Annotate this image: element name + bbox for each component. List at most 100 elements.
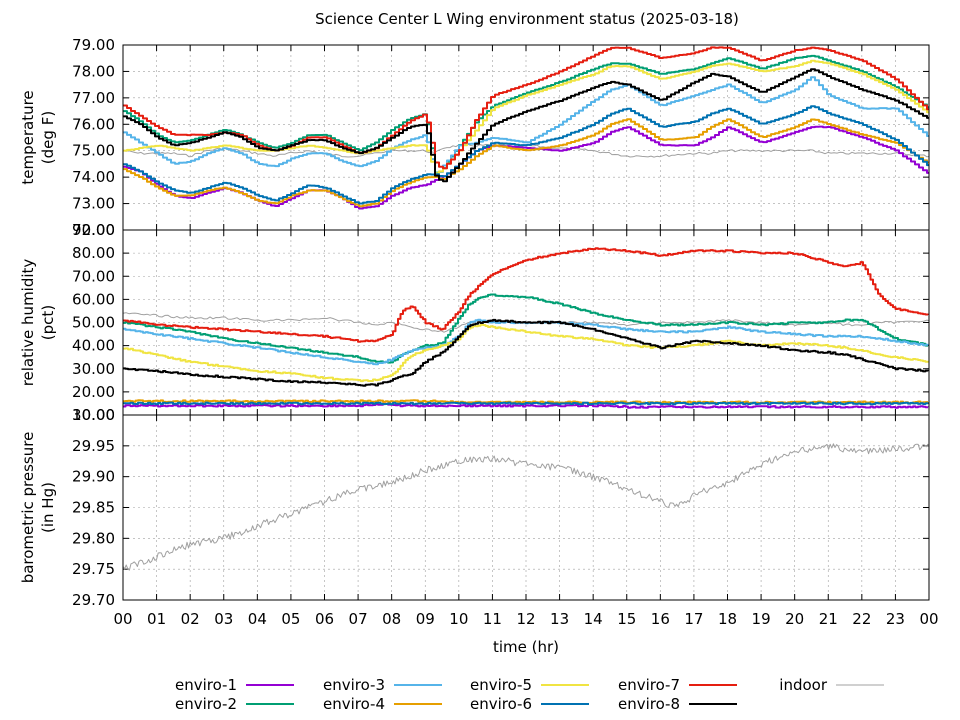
y-tick-label: 60.00 (72, 290, 115, 308)
y-tick-label: 75.00 (72, 142, 115, 160)
legend-item-enviro-5: enviro-5 (470, 676, 589, 694)
series-enviro-3 (123, 76, 929, 177)
y-tick-label: 20.00 (72, 383, 115, 401)
x-tick-label: 17 (684, 610, 703, 628)
legend-item-enviro-8: enviro-8 (618, 695, 737, 713)
x-tick-label: 01 (147, 610, 166, 628)
y-axis-label: (pct) (39, 305, 57, 340)
legend-item-enviro-6: enviro-6 (470, 695, 589, 713)
x-tick-label: 08 (382, 610, 401, 628)
y-tick-label: 76.00 (72, 115, 115, 133)
y-tick-label: 77.00 (72, 89, 115, 107)
y-tick-label: 30.00 (72, 360, 115, 378)
series-enviro-1 (123, 402, 929, 409)
y-axis-label: barometric pressure (19, 432, 37, 584)
y-tick-label: 30.00 (72, 406, 115, 424)
legend-item-enviro-7: enviro-7 (618, 676, 737, 694)
x-tick-label: 23 (886, 610, 905, 628)
panel-temperature: 72.00 73.00 74.00 75.00 76.00 77.00 78.00 79.00… (19, 36, 930, 239)
series-enviro-4 (123, 118, 929, 208)
series-enviro-5 (123, 59, 929, 175)
x-tick-label: 05 (281, 610, 300, 628)
y-tick-label: 79.00 (72, 36, 115, 54)
x-tick-label: 09 (416, 610, 435, 628)
legend-label: enviro-8 (618, 695, 680, 713)
y-tick-label: 74.00 (72, 168, 115, 186)
y-tick-label: 73.00 (72, 195, 115, 213)
y-tick-label: 90.00 (72, 221, 115, 239)
y-tick-label: 80.00 (72, 244, 115, 262)
y-tick-label: 70.00 (72, 267, 115, 285)
series-indoor (123, 443, 929, 571)
x-tick-label: 12 (516, 610, 535, 628)
y-tick-label: 29.70 (72, 591, 115, 609)
y-tick-label: 29.95 (72, 437, 115, 455)
series-enviro-7 (123, 247, 929, 343)
x-tick-label: 20 (785, 610, 804, 628)
panel-humidity: 10.00 20.00 30.00 40.00 50.00 60.00 70.00 80.00… (19, 221, 930, 424)
legend-label: enviro-5 (470, 676, 532, 694)
y-tick-label: 40.00 (72, 337, 115, 355)
x-tick-label: 04 (248, 610, 267, 628)
legend-label: enviro-4 (323, 695, 385, 713)
x-tick-label: 10 (449, 610, 468, 628)
x-tick-label: 18 (718, 610, 737, 628)
y-axis-label: (deg F) (39, 111, 57, 164)
y-tick-label: 78.00 (72, 62, 115, 80)
legend-item-enviro-4: enviro-4 (323, 695, 442, 713)
y-axis-label: temperature (19, 90, 37, 184)
series-enviro-2 (123, 293, 928, 364)
y-tick-label: 29.75 (72, 560, 115, 578)
series-enviro-5 (123, 323, 929, 383)
x-tick-label: 21 (819, 610, 838, 628)
legend-label: indoor (779, 676, 828, 694)
y-tick-label: 29.80 (72, 529, 115, 547)
pressure-frame (122, 414, 930, 601)
series-enviro-8 (123, 318, 929, 387)
x-tick-label: 13 (550, 610, 569, 628)
y-tick-label: 72.00 (72, 221, 115, 239)
legend-label: enviro-2 (175, 695, 237, 713)
legend-label: enviro-6 (470, 695, 532, 713)
x-tick-label: 02 (181, 610, 200, 628)
legend-item-enviro-2: enviro-2 (175, 695, 294, 713)
series-enviro-7 (123, 46, 929, 170)
y-tick-label: 29.90 (72, 468, 115, 486)
temperature-series (123, 46, 929, 210)
x-tick-label: 06 (315, 610, 334, 628)
x-tick-label: 11 (483, 610, 502, 628)
legend-label: enviro-7 (618, 676, 680, 694)
humidity-series (123, 247, 929, 409)
chart-title: Science Center L Wing environment status… (315, 10, 739, 28)
x-tick-label: 15 (617, 610, 636, 628)
x-tick-label: 22 (852, 610, 871, 628)
y-axis-label: relative humidity (19, 259, 37, 387)
pressure-grid (123, 415, 929, 600)
panel-pressure: 29.70 29.75 29.80 29.85 29.90 29.95 30.00 barom… (19, 406, 930, 609)
x-tick-label: 16 (651, 610, 670, 628)
series-enviro-6 (123, 401, 929, 406)
chart-panels: 72.00 73.00 74.00 75.00 76.00 77.00 78.00 79.00… (19, 36, 930, 609)
x-tick-label: 03 (214, 610, 233, 628)
series-enviro-6 (123, 105, 929, 205)
pressure-series (123, 443, 929, 571)
x-axis: 00 01 02 03 04 05 06 07 08 09 10 11 12 13 14 15 16 17 18 19… (113, 610, 938, 628)
x-tick-label: 14 (584, 610, 603, 628)
series-enviro-8 (123, 68, 929, 183)
y-axis-label: (in Hg) (39, 482, 57, 533)
x-tick-label: 07 (349, 610, 368, 628)
legend-label: enviro-3 (323, 676, 385, 694)
y-tick-label: 50.00 (72, 314, 115, 332)
x-axis-label: time (hr) (493, 638, 559, 656)
x-tick-label: 00 (113, 610, 132, 628)
legend-item-enviro-1: enviro-1 (175, 676, 294, 694)
y-tick-label: 10.00 (72, 406, 115, 424)
y-tick-label: 29.85 (72, 499, 115, 517)
legend-item-enviro-3: enviro-3 (323, 676, 442, 694)
x-tick-label: 19 (752, 610, 771, 628)
x-tick-label: 00 (919, 610, 938, 628)
legend-item-indoor: indoor (779, 676, 884, 694)
legend-label: enviro-1 (175, 676, 237, 694)
